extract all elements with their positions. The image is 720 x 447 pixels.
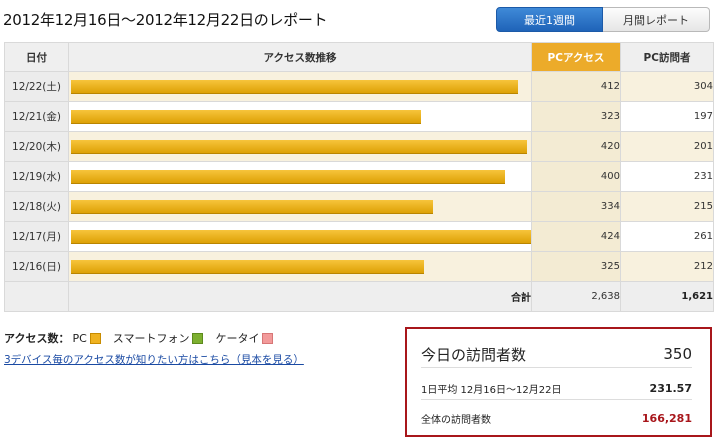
pc-access-bar [71, 260, 424, 274]
header-pc-access[interactable]: PCアクセス [531, 42, 621, 72]
row-date: 12/17(月) [4, 221, 69, 252]
row-access-bar-cell [68, 131, 532, 162]
table-row: 12/21(金) 323 197 [4, 101, 714, 132]
row-pc-access: 412 [531, 71, 621, 102]
row-date: 12/18(火) [4, 191, 69, 222]
header-access-trend: アクセス数推移 [68, 42, 532, 72]
pc-access-bar [71, 170, 505, 184]
pc-access-bar [71, 110, 421, 124]
legend-smartphone-label: スマートフォン [112, 332, 190, 345]
row-access-bar-cell [68, 191, 532, 222]
row-date: 12/22(土) [4, 71, 69, 102]
total-label: 合計 [68, 281, 532, 312]
row-pc-access: 323 [531, 101, 621, 132]
row-date: 12/16(日) [4, 251, 69, 282]
row-access-bar-cell [68, 71, 532, 102]
total-pc-visitors: 1,621 [620, 281, 714, 312]
row-date: 12/21(金) [4, 101, 69, 132]
legend-smartphone-swatch [192, 332, 204, 344]
legend-pc-swatch [89, 332, 101, 344]
pc-access-bar [71, 140, 527, 154]
row-date: 12/19(水) [4, 161, 69, 192]
tab-monthly-report[interactable]: 月間レポート [603, 7, 710, 32]
row-pc-access: 424 [531, 221, 621, 252]
visitor-stats-box: 今日の訪問者数 350 1日平均 12月16日～12月22日 231.57 全体… [405, 327, 712, 437]
row-pc-visitors: 215 [620, 191, 714, 222]
row-pc-visitors: 201 [620, 131, 714, 162]
total-visitors-value: 166,281 [641, 411, 692, 425]
page-title: 2012年12月16日～2012年12月22日のレポート [3, 11, 328, 29]
pc-access-bar [71, 200, 433, 214]
pc-access-bar [71, 80, 518, 94]
legend-mobile-swatch [262, 332, 274, 344]
table-row: 12/18(火) 334 215 [4, 191, 714, 222]
access-report-table: 日付 アクセス数推移 PCアクセス PC訪問者 12/22(土) 412 304 12… [4, 42, 714, 312]
daily-average-label: 1日平均 12月16日～12月22日 [421, 384, 562, 396]
row-pc-visitors: 212 [620, 251, 714, 282]
total-blank [4, 281, 69, 312]
total-row: 合計 2,638 1,621 [4, 281, 714, 312]
row-pc-visitors: 231 [620, 161, 714, 192]
table-header-row: 日付 アクセス数推移 PCアクセス PC訪問者 [4, 42, 714, 72]
row-pc-access: 420 [531, 131, 621, 162]
header-pc-visitors: PC訪問者 [620, 42, 714, 72]
total-visitors-row: 全体の訪問者数 166,281 [421, 407, 692, 429]
period-tabs: 最近1週間 月間レポート [496, 7, 710, 32]
row-access-bar-cell [68, 221, 532, 252]
row-pc-visitors: 197 [620, 101, 714, 132]
today-visitors-row: 今日の訪問者数 350 [421, 341, 692, 368]
daily-average-row: 1日平均 12月16日～12月22日 231.57 [421, 377, 692, 400]
table-row: 12/19(水) 400 231 [4, 161, 714, 192]
legend-mobile-label: ケータイ [215, 332, 260, 345]
row-pc-access: 334 [531, 191, 621, 222]
row-access-bar-cell [68, 161, 532, 192]
table-row: 12/20(木) 420 201 [4, 131, 714, 162]
device-breakdown-link[interactable]: 3デバイス毎のアクセス数が知りたい方はこちら（見本を見る） [4, 354, 304, 366]
total-pc-access: 2,638 [531, 281, 621, 312]
today-visitors-label: 今日の訪問者数 [421, 345, 527, 364]
row-pc-visitors: 261 [620, 221, 714, 252]
legend-pc-label: PC [72, 331, 87, 345]
row-pc-access: 400 [531, 161, 621, 192]
table-row: 12/16(日) 325 212 [4, 251, 714, 282]
table-row: 12/17(月) 424 261 [4, 221, 714, 252]
header-date: 日付 [4, 42, 69, 72]
row-date: 12/20(木) [4, 131, 69, 162]
tab-recent-week[interactable]: 最近1週間 [496, 7, 603, 32]
table-row: 12/22(土) 412 304 [4, 71, 714, 102]
today-visitors-value: 350 [663, 345, 692, 363]
row-pc-access: 325 [531, 251, 621, 282]
total-visitors-label: 全体の訪問者数 [421, 414, 491, 426]
daily-average-value: 231.57 [649, 381, 692, 395]
row-access-bar-cell [68, 251, 532, 282]
pc-access-bar [71, 230, 531, 244]
row-access-bar-cell [68, 101, 532, 132]
row-pc-visitors: 304 [620, 71, 714, 102]
legend-label: アクセス数： [4, 332, 70, 345]
device-legend: アクセス数： PC スマートフォン ケータイ [4, 330, 285, 346]
